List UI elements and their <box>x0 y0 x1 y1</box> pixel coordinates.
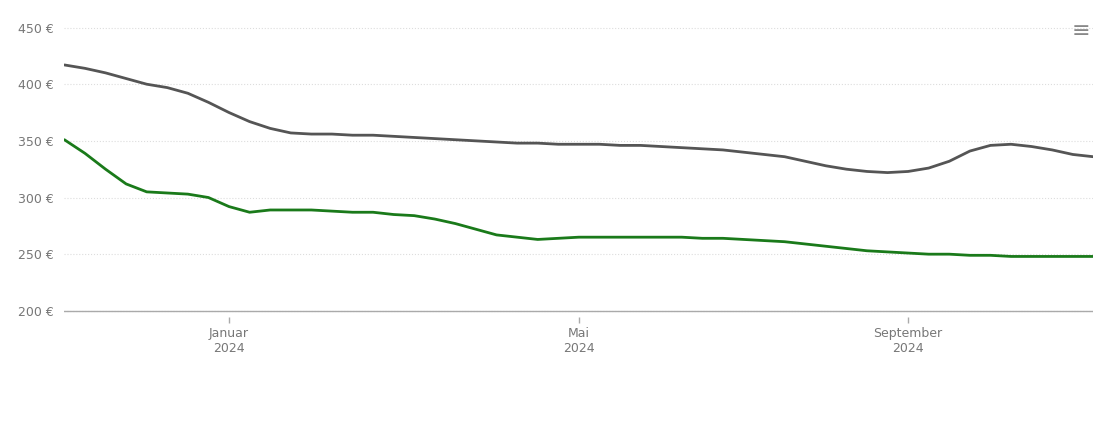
Line: Sackware: Sackware <box>64 65 1093 173</box>
lose Ware <box>1005 254 1018 259</box>
Sackware <box>284 130 297 135</box>
Sackware <box>798 159 811 164</box>
lose Ware <box>1066 254 1079 259</box>
lose Ware <box>1087 254 1100 259</box>
Text: ≡: ≡ <box>1071 21 1090 41</box>
lose Ware <box>387 212 401 217</box>
Sackware <box>1066 152 1079 157</box>
lose Ware <box>366 210 380 215</box>
Sackware <box>366 133 380 138</box>
lose Ware <box>58 137 71 142</box>
lose Ware <box>284 208 297 213</box>
Sackware <box>58 62 71 68</box>
lose Ware <box>798 241 811 246</box>
Sackware <box>1087 154 1100 159</box>
lose Ware <box>737 237 750 242</box>
Line: lose Ware: lose Ware <box>64 140 1093 257</box>
Sackware <box>387 134 401 139</box>
Sackware <box>881 170 895 175</box>
Sackware <box>737 150 750 155</box>
